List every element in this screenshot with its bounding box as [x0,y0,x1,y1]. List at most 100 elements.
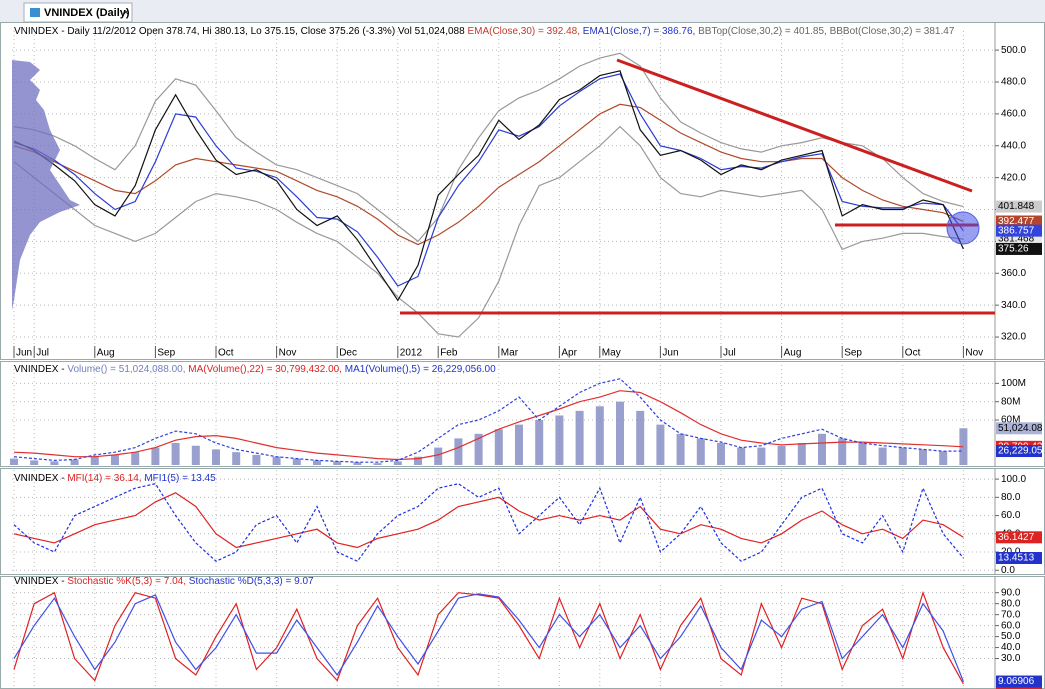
volume-bar [292,458,301,465]
highlight-circle [946,211,980,245]
volume-profile [12,60,80,310]
last-value-label: 386.757 [998,225,1035,236]
y-tick-label: 100M [1001,378,1026,389]
header-part: VNINDEX - Daily 11/2/2012 Open 378.74, H… [14,26,467,37]
x-tick-label: Aug [784,348,802,359]
y-tick-label: 500.0 [1001,45,1026,56]
series-line [13,73,964,287]
last-value-box [996,422,1042,435]
x-tick-label: Oct [905,348,921,359]
last-value-box [996,215,1042,228]
series-line [13,483,964,562]
y-tick-label: 0.0 [1001,565,1015,576]
volume-bar [777,445,786,465]
header-part: VNINDEX - [14,473,67,484]
last-value-box [996,445,1042,458]
pane-header: VNINDEX - Daily 11/2/2012 Open 378.74, H… [14,26,955,37]
header-part: VNINDEX - [14,576,67,587]
pane-header: VNINDEX - MFI(14) = 36.14, MFI1(5) = 13.… [14,473,216,484]
x-tick-label: Nov [279,348,297,359]
x-tick-label: Sep [157,348,175,359]
panes: 320.0340.0360.0380.0400.0420.0440.0460.0… [0,22,1045,689]
volume-bar [454,438,463,465]
header-part: Volume() = 51,024,088.00, [67,364,185,375]
volume-bar [414,456,422,465]
y-tick-label: 50.0 [1001,631,1021,642]
tab-title: VNINDEX (Daily) [44,7,130,19]
x-tick-label: Apr [561,348,577,359]
volume-bar [313,460,321,465]
series-line [13,70,964,302]
y-tick-label: 80.0 [1001,492,1021,503]
last-value-box [996,242,1042,255]
last-value-label: 26,229.05 [998,446,1043,457]
volume-bar [191,445,200,465]
volume-bar [30,460,39,465]
volume-bar [353,462,362,465]
y-tick-label: 80M [1001,396,1020,407]
volume-bar [111,454,119,465]
tab-icon [30,8,40,17]
y-tick-label: 340.0 [1001,300,1026,311]
last-value-label: 375.26 [998,244,1029,255]
x-tick-label: Feb [440,348,458,359]
y-tick-label: 30.0 [1001,653,1021,664]
header-part: MFI(14) = 36.14, [67,473,141,484]
pane-frame [0,22,1045,360]
y-tick-label: 90.0 [1001,587,1021,598]
volume-bar [70,459,79,465]
volume-bar [535,420,544,465]
x-tick-label: Dec [339,348,357,359]
last-value-label: 9.06906 [998,676,1035,687]
volume-bar [474,433,483,465]
volume-bar [797,442,806,465]
series-line [13,593,964,682]
volume-bar [838,438,847,465]
volume-bar [939,451,948,465]
volume-bar [90,456,99,465]
volume-bar [595,406,604,465]
last-value-label: 392.477 [998,216,1035,227]
series-line [13,590,964,685]
last-value-label: 381.468 [998,234,1035,245]
volume-bar [555,415,564,465]
x-tick-label: Sep [844,348,862,359]
y-tick-label: 40.0 [1001,642,1021,653]
volume-bar [919,449,927,465]
pane-frame [0,576,1045,689]
volume-bar [575,410,584,465]
volume-bar [212,449,220,465]
header-part: MFI1(5) = 13.45 [142,473,217,484]
volume-bar [737,447,746,465]
pane-header: VNINDEX - Volume() = 51,024,088.00, MA(V… [14,364,496,375]
volume-bar [676,433,685,465]
y-tick-label: 80.0 [1001,598,1021,609]
pane-header: VNINDEX - Stochastic %K(5,3) = 7.04, Sto… [14,576,314,587]
last-value-label: 36.1427 [998,532,1035,543]
volume-bar [515,424,523,465]
volume-bar [434,447,443,465]
volume-bar [252,454,261,465]
y-tick-label: 460.0 [1001,109,1026,120]
y-tick-label: 60M [1001,415,1020,426]
x-tick-label: Mar [501,348,519,359]
tab-close[interactable]: × [123,8,129,19]
series-line [13,390,964,461]
header-part: VNINDEX - [14,364,67,375]
y-tick-label: 70.0 [1001,609,1021,620]
last-value-label: 401.848 [998,201,1035,212]
y-tick-label: 480.0 [1001,77,1026,88]
last-value-box [996,200,1042,213]
y-tick-label: 440.0 [1001,140,1026,151]
volume-bar [636,410,645,465]
volume-bar [898,447,907,465]
series-line [13,52,964,243]
volume-bar [151,447,160,465]
y-tick-label: 60.0 [1001,620,1021,631]
volume-bar [272,456,281,465]
x-tick-label: Nov [965,348,983,359]
header-part: EMA1(Close,7) = 386.76, [580,26,695,37]
volume-bar [656,424,665,465]
